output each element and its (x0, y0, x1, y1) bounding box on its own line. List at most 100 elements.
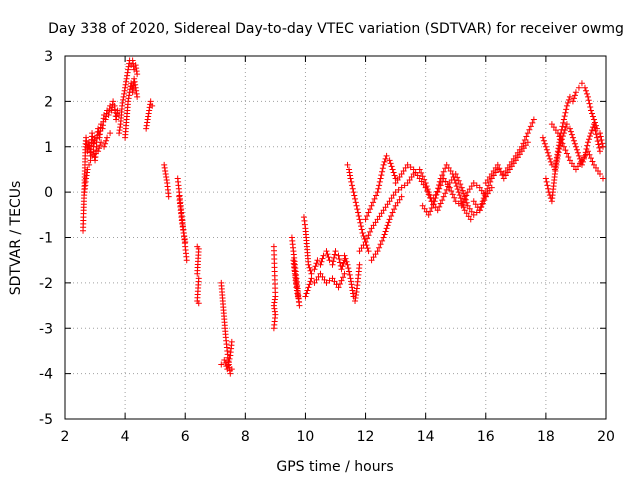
data-point-seg5 (143, 125, 150, 132)
data-point-seg16 (356, 261, 363, 268)
data-point-seg26 (587, 107, 594, 114)
y-tick-label: 1 (44, 140, 53, 156)
data-point-seg14 (325, 254, 332, 261)
data-point-seg27 (552, 167, 559, 174)
data-point-seg26 (539, 134, 546, 141)
data-point-seg27 (568, 131, 575, 138)
data-point-seg18 (358, 245, 365, 252)
data-point-seg19 (367, 206, 374, 213)
data-point-seg16 (349, 284, 356, 291)
data-point-seg28 (599, 175, 606, 182)
data-point-seg27 (571, 140, 578, 147)
data-point-seg11 (226, 355, 233, 362)
data-point-seg16 (345, 265, 352, 272)
data-point-seg28 (548, 121, 555, 128)
data-point-seg19 (390, 169, 397, 176)
data-point-seg2 (83, 172, 90, 179)
data-point-seg18 (365, 232, 372, 239)
data-point-seg26 (587, 104, 594, 111)
data-point-seg22 (458, 184, 465, 191)
data-point-seg27 (572, 143, 579, 150)
data-point-seg14 (340, 260, 347, 267)
data-point-seg3 (120, 96, 127, 103)
data-point-seg23 (427, 208, 434, 215)
data-point-seg4 (125, 95, 132, 102)
data-point-seg25 (496, 165, 503, 172)
data-point-seg14 (314, 257, 321, 264)
data-point-seg5 (144, 116, 151, 123)
data-point-seg8 (181, 232, 188, 239)
data-point-seg26 (578, 80, 585, 87)
y-axis-title: SDTVAR / TECUs (8, 181, 24, 296)
data-point-seg26 (584, 93, 591, 100)
data-point-seg14 (330, 254, 337, 261)
data-point-seg20 (398, 193, 405, 200)
x-tick-label: 10 (297, 429, 315, 445)
data-point-seg22 (437, 200, 444, 207)
data-point-seg14 (320, 252, 327, 259)
data-point-seg17 (347, 175, 354, 182)
data-point-seg25 (520, 145, 527, 152)
data-point-seg19 (368, 202, 375, 209)
data-point-seg20 (370, 254, 377, 261)
data-point-seg22 (423, 183, 430, 190)
data-point-seg20 (376, 244, 383, 251)
data-point-seg4 (132, 84, 139, 91)
data-point-seg14 (324, 251, 331, 258)
data-point-seg11 (228, 338, 235, 345)
data-point-seg17 (349, 185, 356, 192)
data-point-seg21 (398, 170, 405, 177)
y-tick-label: -4 (39, 367, 53, 383)
data-point-seg3 (134, 71, 141, 78)
data-point-seg4 (133, 90, 140, 97)
data-point-seg26 (546, 155, 553, 162)
data-point-seg15 (305, 284, 312, 291)
y-tick-label: -2 (39, 276, 53, 292)
data-point-seg22 (443, 186, 450, 193)
data-point-seg12 (271, 299, 278, 306)
data-point-seg22 (442, 190, 449, 197)
data-point-seg17 (364, 245, 371, 252)
data-point-seg14 (312, 263, 319, 270)
data-point-seg18 (362, 239, 369, 246)
data-point-seg27 (590, 121, 597, 128)
data-point-seg14 (338, 266, 345, 273)
data-point-seg21 (392, 180, 399, 187)
data-point-seg26 (544, 149, 551, 156)
data-point-seg18 (370, 222, 377, 229)
data-point-seg21 (466, 186, 473, 193)
data-point-seg23 (453, 183, 460, 190)
data-point-seg22 (426, 192, 433, 199)
data-point-seg21 (478, 187, 485, 194)
data-point-seg1 (105, 111, 112, 118)
data-point-seg17 (360, 232, 367, 239)
data-point-seg5 (144, 119, 151, 126)
data-point-seg22 (436, 203, 443, 210)
data-point-seg20 (386, 216, 393, 223)
data-point-seg21 (414, 172, 421, 179)
data-point-seg25 (484, 177, 491, 184)
data-point-seg3 (119, 99, 126, 106)
data-point-seg13 (294, 293, 301, 300)
data-point-seg5 (143, 122, 150, 129)
data-point-seg25 (516, 151, 523, 158)
data-point-seg16 (344, 261, 351, 268)
data-point-seg21 (468, 183, 475, 190)
data-point-seg18 (386, 198, 393, 205)
data-point-seg23 (449, 170, 456, 177)
data-point-seg16 (349, 287, 356, 294)
data-point-seg28 (557, 136, 564, 143)
data-point-seg15 (304, 287, 311, 294)
grid (65, 56, 606, 419)
data-point-seg6 (162, 167, 169, 174)
data-point-seg19 (374, 189, 381, 196)
data-point-seg28 (586, 151, 593, 158)
data-point-seg22 (445, 183, 452, 190)
data-point-seg26 (596, 130, 603, 137)
data-point-seg3 (133, 68, 140, 75)
data-points (80, 57, 606, 377)
data-point-seg6 (162, 170, 169, 177)
data-point-seg14 (326, 257, 333, 264)
data-point-seg27 (574, 149, 581, 156)
data-point-seg22 (424, 186, 431, 193)
